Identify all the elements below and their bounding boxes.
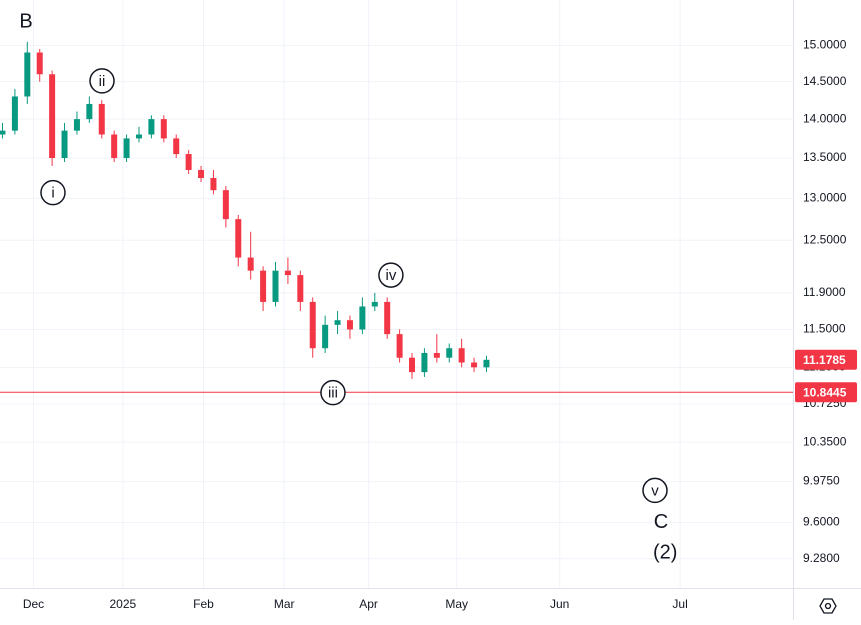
- button-bg[interactable]: [816, 595, 840, 617]
- wave-circle: [320, 379, 346, 406]
- candle-body: [247, 257, 254, 271]
- candle-body: [111, 134, 118, 159]
- candle-body: [235, 219, 242, 258]
- y-tick-label: 10.3500: [803, 434, 847, 448]
- y-tick-label: 15.0000: [803, 38, 847, 52]
- candle-body: [49, 74, 56, 159]
- candle-body: [334, 320, 341, 325]
- candle-body: [384, 301, 391, 335]
- settings-icon-dot[interactable]: [824, 602, 832, 610]
- wave-label: (2): [653, 541, 677, 563]
- x-tick-label: Feb: [193, 597, 214, 611]
- candle-body: [297, 275, 304, 302]
- y-tick-label: 9.2800: [803, 551, 840, 565]
- x-tick-label: Jun: [550, 597, 569, 611]
- x-tick-label: Mar: [274, 597, 295, 611]
- candle-body: [61, 130, 68, 159]
- candle-body: [185, 154, 192, 170]
- candle-body: [160, 119, 167, 139]
- x-tick-label: Jul: [672, 597, 687, 611]
- candle-body: [371, 301, 378, 307]
- x-tick-label: May: [445, 597, 468, 611]
- wave-circle: [40, 179, 66, 206]
- wave-label: iv: [385, 267, 396, 284]
- candle-body: [409, 357, 416, 373]
- settings-button[interactable]: [816, 595, 840, 617]
- candle-body: [322, 324, 329, 349]
- candle-body: [135, 134, 142, 139]
- candle-body: [396, 334, 403, 358]
- candle-body: [198, 169, 205, 179]
- candle-body: [458, 348, 465, 363]
- y-tick-label: 13.5000: [803, 150, 847, 164]
- x-tick-label: Dec: [23, 597, 44, 611]
- candle-body: [421, 352, 428, 373]
- wave-label: iii: [328, 385, 338, 402]
- price-badge-label: 11.1785: [803, 353, 846, 367]
- y-tick-label: 12.5000: [803, 232, 847, 246]
- candle-body: [36, 52, 43, 75]
- candle-body: [123, 138, 130, 159]
- candle-body: [24, 52, 31, 97]
- candle-body: [483, 359, 490, 368]
- axes: Dec 2025 Feb Mar Apr May Jun Jul 15.0000 14.5000 1…: [23, 38, 857, 611]
- candle-body: [73, 119, 80, 131]
- candle-body: [86, 103, 93, 120]
- candle-body: [148, 119, 155, 135]
- wave-label: C: [654, 511, 668, 533]
- candle-body: [346, 320, 353, 330]
- y-tick-label: 14.0000: [803, 111, 847, 125]
- price-badge: [795, 349, 857, 370]
- candle-body: [210, 178, 217, 191]
- candle-body: [284, 270, 291, 276]
- candle-body: [11, 96, 18, 131]
- candle-body: [98, 103, 105, 135]
- candle-body: [471, 362, 478, 368]
- price-badge-label: 10.8445: [803, 385, 847, 399]
- wave-circle: [89, 68, 115, 94]
- candle-body: [309, 301, 316, 349]
- price-badge: [795, 382, 857, 403]
- wave-circle: [642, 477, 668, 504]
- candle-body: [173, 138, 180, 155]
- wave-circle: [378, 262, 404, 288]
- candle-body: [0, 130, 6, 135]
- candle-body: [260, 270, 267, 302]
- candle-body: [433, 352, 440, 358]
- candle-body: [272, 270, 279, 302]
- x-tick-label: 2025: [110, 597, 137, 611]
- y-tick-label: 14.5000: [803, 74, 847, 88]
- candle-body: [359, 306, 366, 330]
- wave-label: B: [19, 10, 32, 32]
- wave-label: ii: [99, 73, 106, 90]
- candle-body: [222, 190, 229, 220]
- y-tick-label: 11.5000: [803, 322, 846, 336]
- grid: [0, 0, 793, 588]
- wave-label: v: [651, 482, 659, 499]
- x-tick-label: Apr: [359, 597, 378, 611]
- y-tick-label: 13.0000: [803, 191, 847, 205]
- settings-icon[interactable]: [819, 598, 837, 614]
- wave-label: i: [51, 185, 54, 202]
- y-tick-label: 9.6000: [803, 515, 840, 529]
- y-tick-label: 9.9750: [803, 474, 840, 488]
- candle-body: [446, 348, 453, 358]
- y-tick-label: 11.9000: [803, 285, 846, 299]
